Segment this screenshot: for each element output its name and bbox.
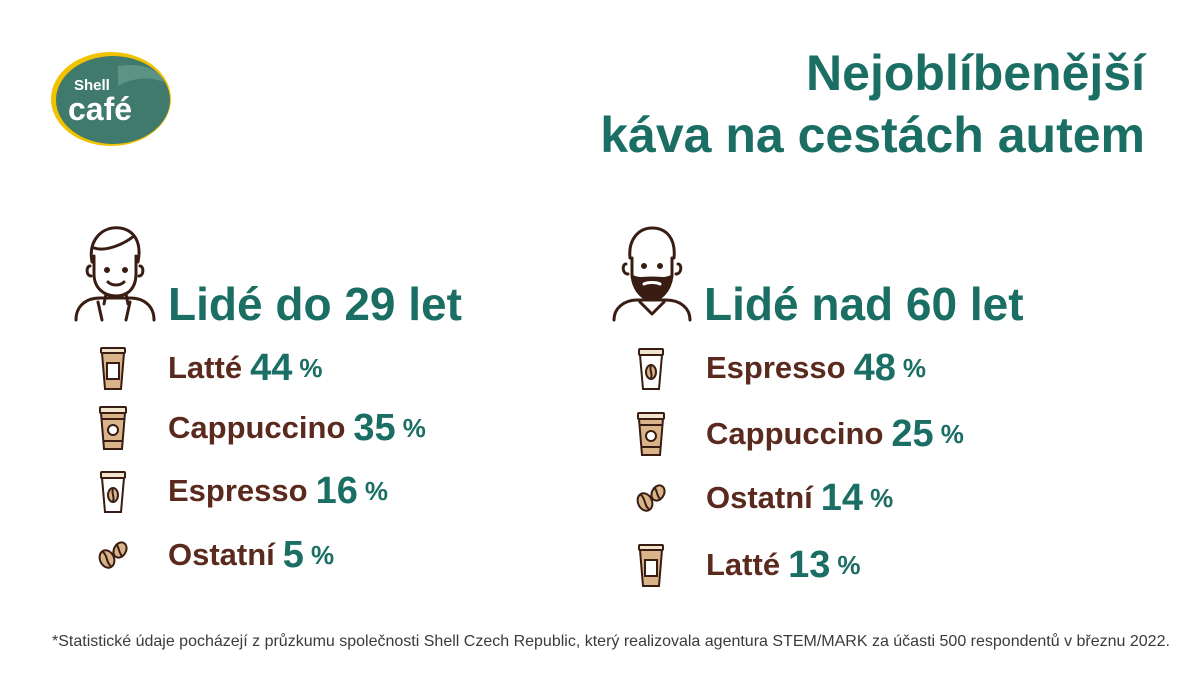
item-unit: % (870, 482, 894, 513)
item-unit: % (940, 418, 964, 449)
title-line-1: Nejoblíbenější (806, 45, 1145, 101)
list-item: Ostatní 5 % (96, 530, 334, 580)
footnote: *Statistické údaje pocházejí z průzkumu … (52, 633, 1170, 650)
svg-text:Shell: Shell (74, 77, 110, 94)
item-unit: % (902, 352, 926, 383)
list-item: Espresso 48 % (634, 343, 926, 393)
group-title-senior: Lidé nad 60 let (704, 278, 1024, 330)
item-label: Latté (706, 547, 781, 582)
item-unit: % (364, 475, 388, 506)
item-label: Latté (168, 350, 243, 385)
cappuccino-cup-icon (96, 404, 130, 452)
list-item: Latté 13 % (634, 540, 860, 590)
item-unit: % (402, 412, 426, 443)
item-unit: % (310, 539, 335, 570)
group-title-young: Lidé do 29 let (168, 278, 462, 330)
item-value: 48 (853, 346, 896, 389)
item-label: Espresso (706, 350, 846, 385)
item-unit: % (299, 352, 323, 383)
shell-cafe-logo: Shell café (48, 48, 174, 150)
title-line-2: káva na cestách autem (600, 107, 1145, 163)
list-item: Cappuccino 35 % (96, 403, 426, 453)
item-value: 44 (250, 346, 293, 389)
svg-text:café: café (68, 91, 132, 127)
cappuccino-cup-icon (634, 410, 668, 458)
list-item: Latté 44 % (96, 343, 322, 393)
espresso-cup-icon (634, 344, 668, 392)
coffee-beans-icon (634, 474, 668, 522)
item-label: Ostatní (168, 537, 275, 572)
item-value: 16 (315, 469, 358, 512)
list-item: Espresso 16 % (96, 466, 388, 516)
item-label: Cappuccino (706, 416, 884, 451)
young-man-icon (72, 222, 156, 327)
item-value: 13 (788, 543, 831, 586)
item-label: Espresso (168, 473, 308, 508)
item-unit: % (837, 549, 861, 580)
page-title: Nejoblíbenější káva na cestách autem (445, 42, 1145, 166)
bearded-man-icon (610, 222, 694, 327)
item-value: 14 (820, 476, 864, 519)
item-value: 25 (891, 412, 934, 455)
list-item: Ostatní 14 % (634, 473, 893, 523)
espresso-cup-icon (96, 467, 130, 515)
list-item: Cappuccino 25 % (634, 409, 964, 459)
item-value: 5 (282, 533, 304, 576)
latte-cup-icon (634, 541, 668, 589)
latte-cup-icon (96, 344, 130, 392)
coffee-beans-icon (96, 531, 130, 579)
item-value: 35 (353, 406, 396, 449)
item-label: Ostatní (706, 480, 813, 515)
item-label: Cappuccino (168, 410, 346, 445)
